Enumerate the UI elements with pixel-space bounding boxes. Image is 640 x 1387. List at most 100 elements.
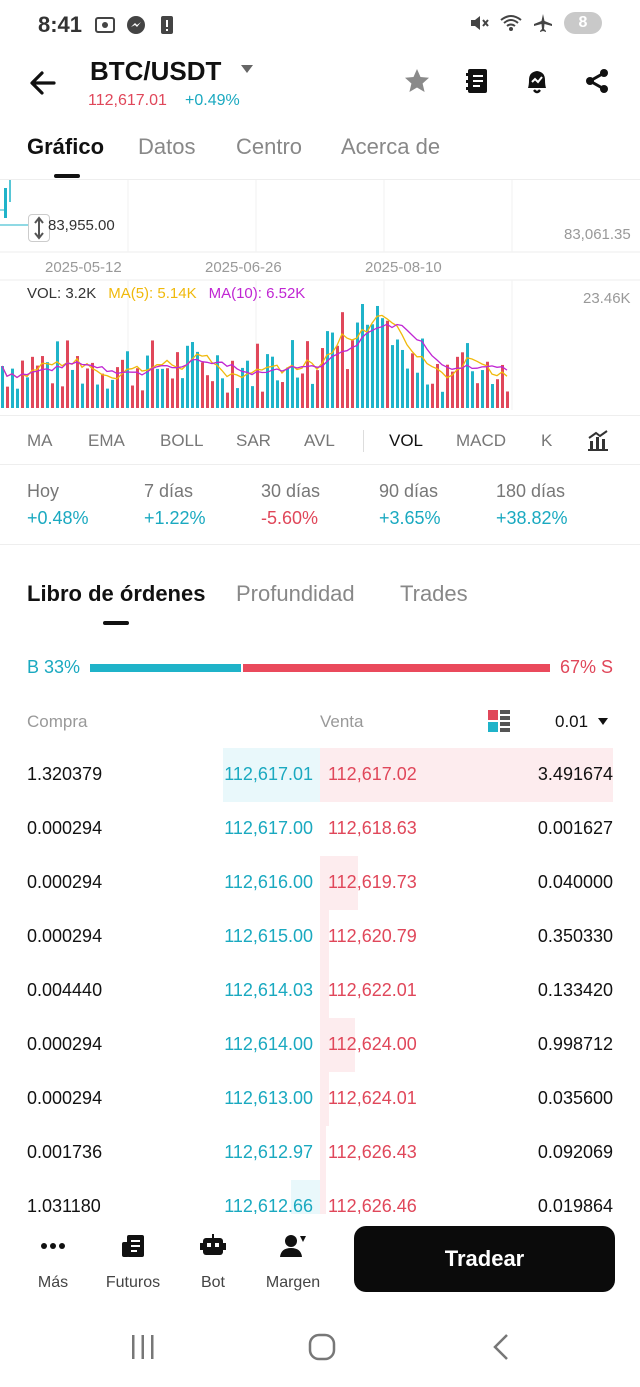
back-arrow-icon[interactable] [26, 66, 60, 100]
indicator-ema[interactable]: EMA [88, 431, 125, 450]
buy-column-header: Compra [27, 712, 88, 731]
tab-libro-de-ordenes[interactable]: Libro de órdenes [27, 581, 206, 606]
buy-price: 112,614.03 [224, 980, 313, 1000]
buy-price: 112,617.00 [224, 818, 313, 838]
star-icon[interactable] [402, 66, 432, 96]
volume-bar [16, 388, 19, 408]
tab-datos[interactable]: Datos [138, 134, 196, 159]
sell-ratio-label: 67% S [559, 657, 613, 677]
sell-quantity: 0.998712 [537, 1034, 613, 1054]
indicator-settings-icon[interactable] [586, 428, 610, 452]
price-alert-icon[interactable] [522, 66, 552, 96]
sell-price: 112,620.79 [328, 926, 417, 946]
volume-bar [491, 384, 494, 408]
volume-bar [501, 364, 504, 408]
volume-bar [191, 342, 194, 408]
nav-label: Futuros [105, 1274, 161, 1291]
volume-bar [166, 368, 169, 408]
perf-90d: 90 días +3.65% [379, 481, 441, 529]
tab-trades[interactable]: Trades [400, 581, 468, 606]
pair-change: +0.49% [185, 92, 240, 109]
sell-price: 112,622.01 [328, 980, 417, 1000]
volume-bar [316, 370, 319, 408]
indicator-avl[interactable]: AVL [304, 431, 335, 450]
volume-bar [186, 345, 189, 408]
buy-sell-ratio: B 33% 67% S [0, 652, 640, 682]
buy-price: 112,612.97 [224, 1142, 313, 1162]
recent-apps-icon[interactable] [128, 1332, 158, 1362]
home-icon[interactable] [307, 1332, 337, 1362]
volume-bar [291, 340, 294, 408]
volume-bar [421, 338, 424, 408]
volume-bar [376, 305, 379, 408]
nav-bot[interactable]: Bot [173, 1232, 253, 1292]
indicator-selector: MA EMA BOLL SAR AVL VOL MACD K [0, 415, 640, 465]
volume-bar [411, 353, 414, 408]
buy-price: 112,615.00 [224, 926, 313, 946]
buy-price: 112,617.01 [224, 764, 313, 784]
buy-quantity: 0.000294 [27, 1088, 103, 1108]
active-subtab-indicator [103, 621, 129, 625]
volume-bar [286, 367, 289, 408]
volume-bar [471, 371, 474, 408]
crosshair-handle[interactable] [28, 214, 50, 242]
orderbook-row[interactable]: 0.000294 112,617.00 112,618.63 0.001627 [0, 802, 640, 856]
volume-bar [331, 332, 334, 408]
precision-selector[interactable]: 0.01 [555, 712, 589, 731]
sell-depth-bar [320, 1180, 326, 1214]
nav-mas[interactable]: Más [13, 1232, 93, 1292]
volume-bar [171, 378, 174, 408]
layout-toggle-icon[interactable] [486, 708, 512, 734]
chevron-down-icon[interactable] [240, 64, 254, 74]
indicator-k[interactable]: K [541, 431, 553, 450]
indicator-vol[interactable]: VOL [389, 431, 424, 450]
chevron-down-icon[interactable] [598, 718, 608, 726]
sell-depth-bar [320, 964, 329, 1018]
volume-bar [281, 382, 284, 408]
orderbook-row[interactable]: 0.000294 112,616.00 112,619.73 0.040000 [0, 856, 640, 910]
volume-bar [126, 351, 129, 408]
volume-bar [321, 348, 324, 408]
volume-bar [341, 312, 344, 408]
volume-bar [81, 383, 84, 408]
nav-label: Más [37, 1274, 69, 1291]
buy-depth-bar [291, 1180, 320, 1214]
sell-quantity: 0.019864 [537, 1196, 613, 1214]
tab-acerca-de[interactable]: Acerca de [341, 134, 441, 159]
orderbook-row[interactable]: 0.000294 112,613.00 112,624.01 0.035600 [0, 1072, 640, 1126]
share-icon[interactable] [582, 66, 612, 96]
volume-bar [276, 380, 279, 408]
volume-bar [221, 378, 224, 408]
volume-bar [121, 359, 124, 408]
pair-title[interactable]: BTC/USDT [90, 56, 222, 86]
indicator-ma[interactable]: MA [27, 431, 53, 450]
tab-grafico[interactable]: Gráfico [27, 134, 105, 159]
buy-ratio-label: B 33% [27, 657, 81, 677]
price-chart[interactable]: 83,955.00 83,061.35 2025-05-12 2025-06-2… [0, 180, 640, 415]
volume-bar [461, 352, 464, 408]
tab-centro[interactable]: Centro [236, 134, 303, 159]
volume-bar [261, 391, 264, 408]
back-nav-icon[interactable] [487, 1332, 517, 1362]
buy-quantity: 0.000294 [27, 1034, 103, 1054]
volume-bar [161, 368, 164, 408]
nav-margen[interactable]: Margen [253, 1232, 333, 1292]
volume-bar [361, 304, 364, 408]
indicator-sar[interactable]: SAR [236, 431, 271, 450]
orderbook-row[interactable]: 1.031180 112,612.66 112,626.46 0.019864 [0, 1180, 640, 1214]
indicator-macd[interactable]: MACD [456, 431, 507, 450]
orderbook-row[interactable]: 0.004440 112,614.03 112,622.01 0.133420 [0, 964, 640, 1018]
volume-bar [11, 368, 14, 408]
trade-button[interactable]: Tradear [354, 1226, 615, 1292]
tab-profundidad[interactable]: Profundidad [236, 581, 355, 606]
notebook-icon[interactable] [462, 66, 492, 96]
orderbook-row[interactable]: 0.000294 112,614.00 112,624.00 0.998712 [0, 1018, 640, 1072]
orderbook-row[interactable]: 1.320379 112,617.01 112,617.02 3.491674 [0, 748, 640, 802]
indicator-boll[interactable]: BOLL [160, 431, 204, 450]
ratio-bar [90, 664, 550, 672]
orderbook-row[interactable]: 0.001736 112,612.97 112,626.43 0.092069 [0, 1126, 640, 1180]
nav-futuros[interactable]: Futuros [93, 1232, 173, 1292]
orderbook-row[interactable]: 0.000294 112,615.00 112,620.79 0.350330 [0, 910, 640, 964]
volume-bar [451, 371, 454, 408]
sell-price: 112,618.63 [328, 818, 417, 838]
